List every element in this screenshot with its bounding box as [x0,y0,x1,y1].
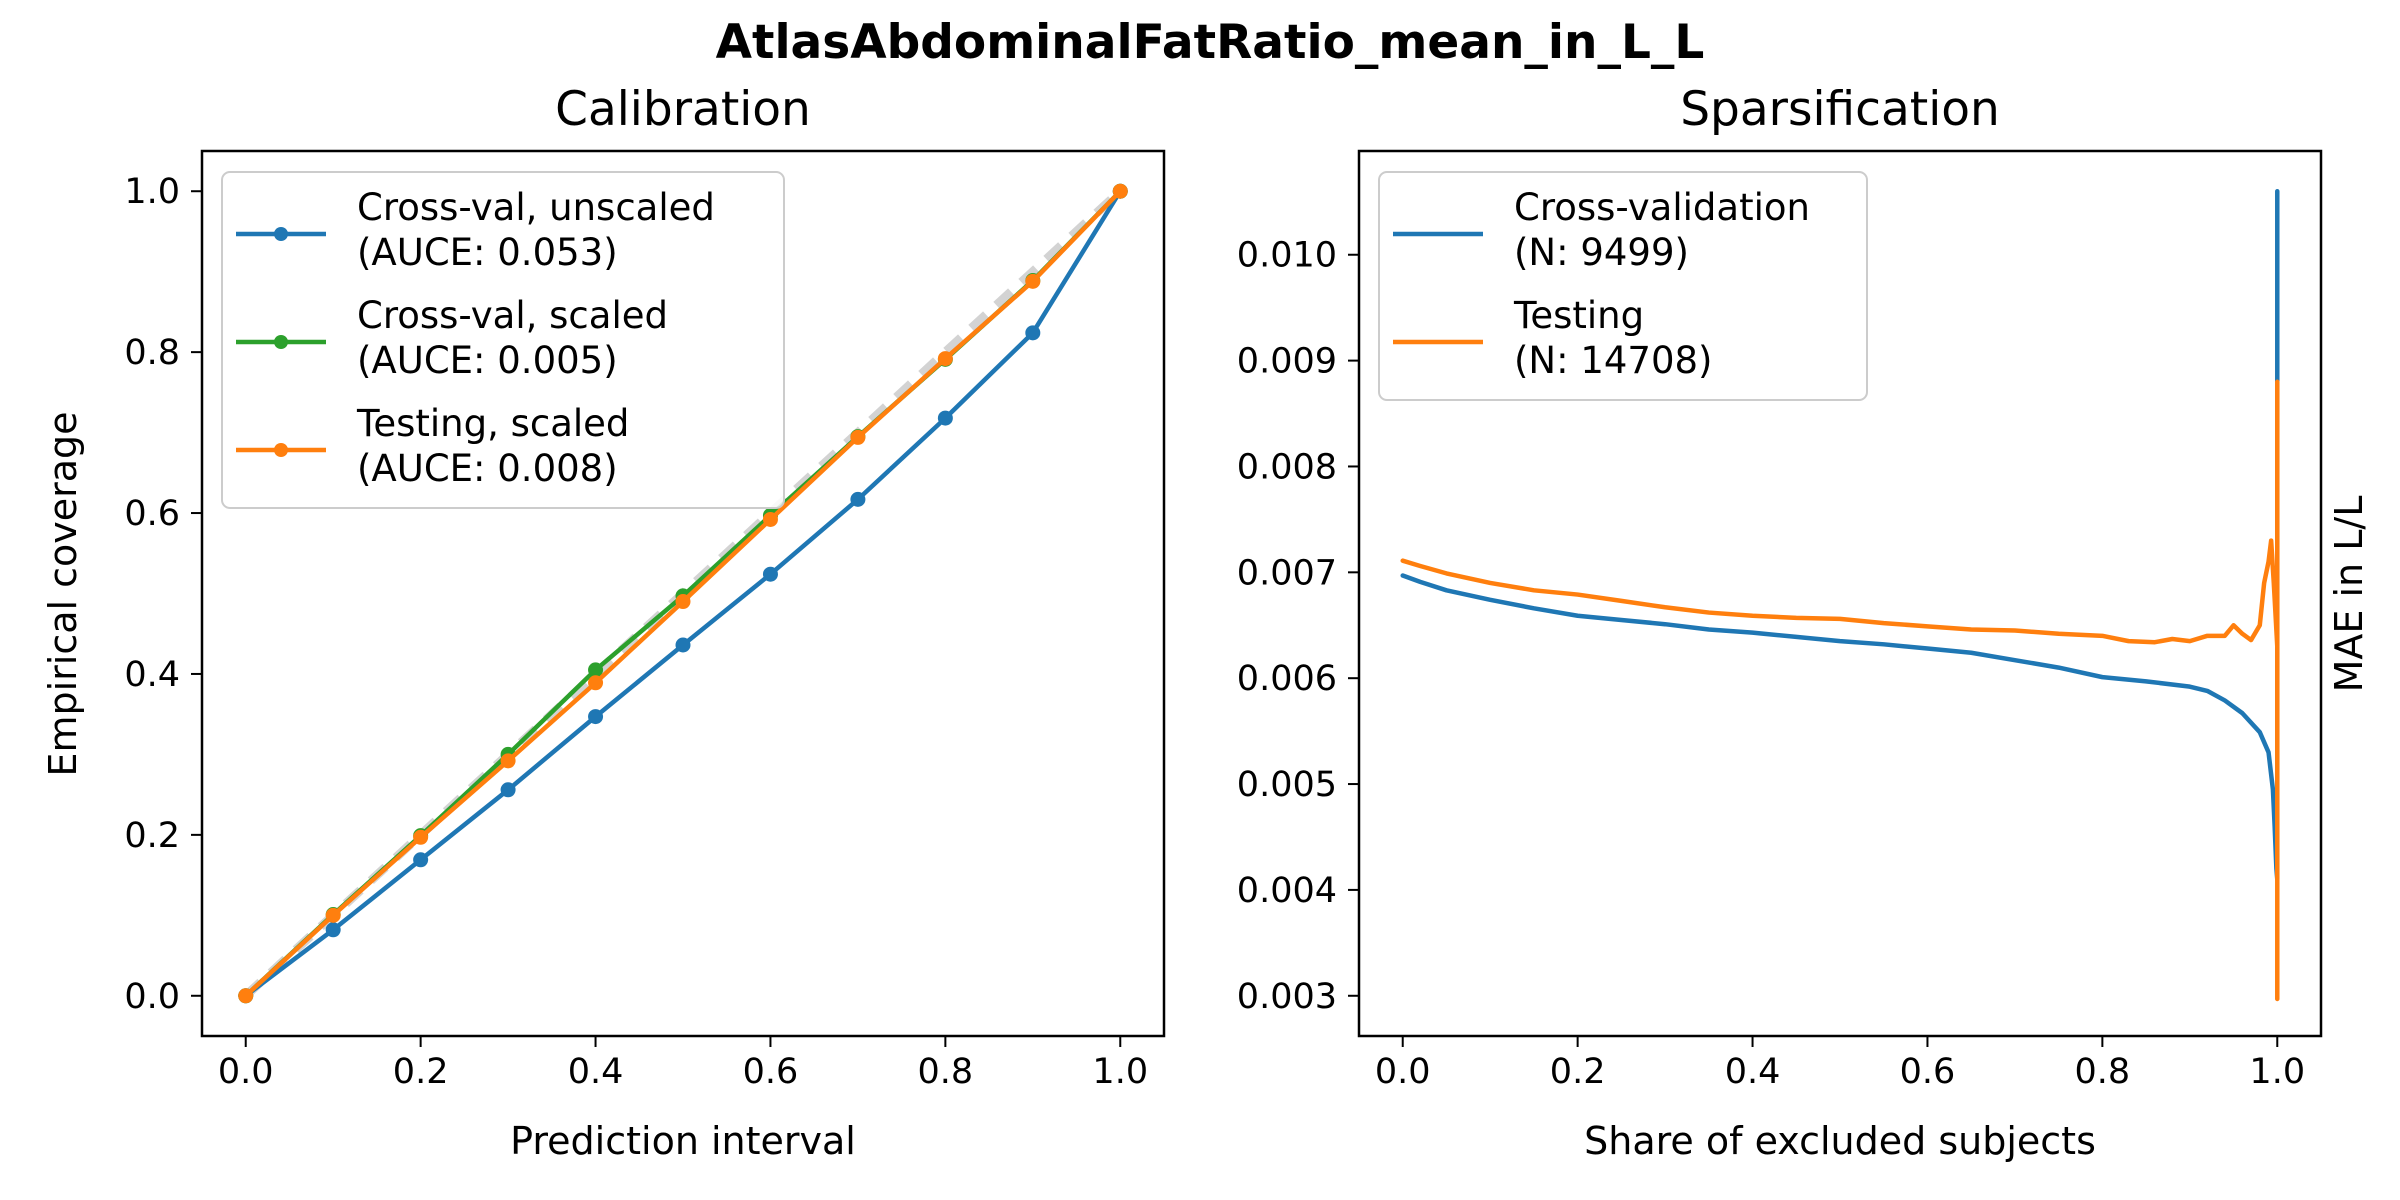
calibration-title: Calibration [555,82,811,137]
calibration-x-tick-label: 0.6 [743,1052,799,1092]
legend-label: Cross-validation [1514,186,1810,229]
sparsification-x-axis-label: Share of excluded subjects [1584,1119,2096,1163]
calibration-x-axis-label: Prediction interval [510,1119,856,1163]
calibration-plot-frame [200,149,1166,1038]
calibration-x-ticks: 0.0 0.2 0.4 0.6 0.8 1.0 [218,1036,1148,1092]
sparsification-y-tick-label: 0.003 [1237,977,1337,1017]
sparsification-x-tick-label: 0.6 [1900,1052,1956,1092]
calibration-y-tick-label: 0.0 [124,977,180,1017]
calibration-x-tick-label: 0.2 [393,1052,449,1092]
calibration-y-axis-label: Empirical coverage [41,411,85,776]
sparsification-y-tick-label: 0.005 [1237,765,1337,805]
calibration-legend: Cross-val, unscaled (AUCE: 0.053) Cross-… [221,171,785,509]
sparsification-y-tick-label: 0.004 [1237,871,1337,911]
calibration-point-testing-scaled [937,351,953,367]
sparsification-series-line-cross-validation [1400,188,2280,882]
calibration-x-tick-label: 0.4 [568,1052,624,1092]
legend-annotation: (N: 14708) [1514,339,1712,382]
sparsification-panel: Sparsification 0.0 0.2 0.4 0.6 0.8 1.0 0.0030… [1237,82,2371,1163]
calibration-x-tick-label: 0.8 [918,1052,974,1092]
calibration-point-testing-scaled [588,675,604,691]
sparsification-series-group [1400,188,2280,1002]
legend-swatch-marker [274,227,288,241]
sparsification-y-tick-label: 0.008 [1237,447,1337,487]
calibration-point-cross-val-scaled [588,662,604,678]
figure-suptitle: AtlasAbdominalFatRatio_mean_in_L_L [716,15,1705,70]
calibration-point-cross-val-unscaled [500,782,516,798]
legend-annotation: (N: 9499) [1514,231,1689,274]
legend-annotation: (AUCE: 0.005) [357,339,618,382]
sparsification-x-tick-label: 0.2 [1550,1052,1606,1092]
sparsification-x-tick-label: 0.4 [1725,1052,1781,1092]
calibration-y-tick-label: 0.4 [124,655,180,695]
calibration-point-testing-scaled [762,511,778,527]
sparsification-series-line-testing [1400,379,2280,1002]
sparsification-x-ticks: 0.0 0.2 0.4 0.6 0.8 1.0 [1375,1036,2305,1092]
calibration-point-cross-val-unscaled [1025,325,1041,341]
legend-swatch-marker [274,335,288,349]
calibration-point-testing-scaled [413,829,429,845]
calibration-x-tick-label: 1.0 [1092,1052,1148,1092]
sparsification-y-axis-label: MAE in L/L [2327,496,2371,693]
calibration-point-cross-val-unscaled [588,709,604,725]
legend-label: Testing, scaled [356,402,629,445]
calibration-y-ticks: 0.0 0.2 0.4 0.6 0.8 1.0 [124,172,202,1017]
calibration-y-tick-label: 0.8 [124,333,180,373]
calibration-panel: Calibration 0.0 0.2 0.4 0.6 0.8 1.0 0.0 0.2 0.4… [41,82,1166,1163]
sparsification-y-tick-label: 0.009 [1237,342,1337,382]
legend-label: Cross-val, unscaled [357,186,715,229]
legend-label: Cross-val, scaled [357,294,668,337]
calibration-point-cross-val-unscaled [762,566,778,582]
sparsification-x-tick-label: 0.0 [1375,1052,1431,1092]
sparsification-plot-frame [1357,149,2323,1038]
calibration-y-tick-label: 0.6 [124,494,180,534]
sparsification-legend-box [1378,171,1868,401]
calibration-point-testing-scaled [238,988,254,1004]
calibration-point-cross-val-unscaled [850,491,866,507]
sparsification-y-ticks: 0.003 0.004 0.005 0.006 0.007 0.008 0.009 0.010 [1237,236,1359,1017]
sparsification-legend: Cross-validation (N: 9499) Testing (N: 1… [1378,171,1868,401]
sparsification-title: Sparsification [1680,82,2000,137]
calibration-point-testing-scaled [675,594,691,610]
sparsification-x-tick-label: 0.8 [2075,1052,2131,1092]
calibration-x-tick-label: 0.0 [218,1052,274,1092]
calibration-y-tick-label: 0.2 [124,816,180,856]
legend-label: Testing [1513,294,1644,337]
legend-annotation: (AUCE: 0.008) [357,447,618,490]
calibration-point-cross-val-unscaled [413,852,429,868]
sparsification-y-tick-label: 0.006 [1237,659,1337,699]
sparsification-y-tick-label: 0.010 [1237,236,1337,276]
calibration-legend-box [221,171,785,509]
calibration-point-cross-val-unscaled [937,410,953,426]
calibration-point-cross-val-unscaled [325,922,341,938]
legend-annotation: (AUCE: 0.053) [357,231,618,274]
calibration-point-testing-scaled [500,753,516,769]
sparsification-x-tick-label: 1.0 [2249,1052,2305,1092]
calibration-y-tick-label: 1.0 [124,172,180,212]
calibration-point-testing-scaled [1112,183,1128,199]
sparsification-y-tick-label: 0.007 [1237,553,1337,593]
calibration-point-testing-scaled [1025,273,1041,289]
calibration-point-cross-val-unscaled [675,637,691,653]
legend-swatch-marker [274,443,288,457]
calibration-series-group [238,183,1128,1004]
calibration-point-testing-scaled [325,907,341,923]
calibration-point-testing-scaled [850,429,866,445]
